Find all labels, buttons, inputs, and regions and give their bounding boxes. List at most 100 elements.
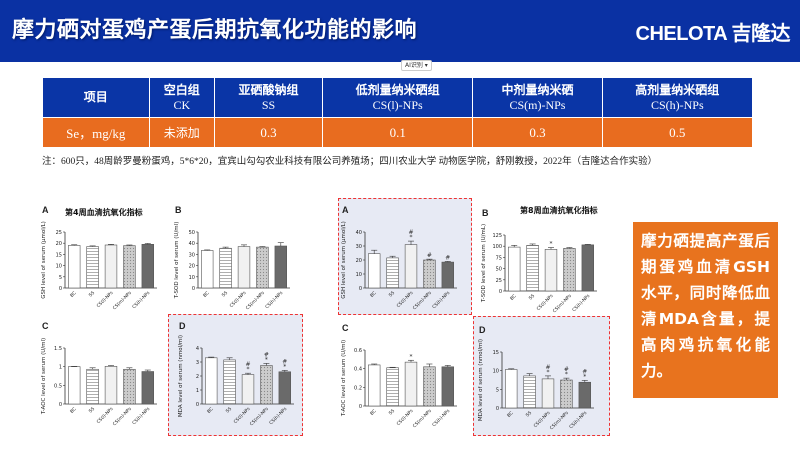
ai-recognize-button[interactable]: AI识别 ▾ xyxy=(401,60,432,71)
y-tick-label: 0 xyxy=(359,286,362,292)
table-cell: 0.3 xyxy=(472,117,603,148)
panel-label: B xyxy=(175,205,182,215)
panel-label: D xyxy=(179,321,186,331)
y-tick-label: 2 xyxy=(196,374,199,380)
significance-mark: # xyxy=(445,254,450,261)
panel-label: A xyxy=(342,205,349,215)
category-label: CS(m)-NPs xyxy=(412,290,434,312)
category-label: BC xyxy=(69,406,78,415)
table-cell: 0.5 xyxy=(601,117,754,148)
bar xyxy=(386,367,399,407)
y-tick-label: 10 xyxy=(56,264,62,270)
bar xyxy=(544,249,558,292)
highlight-box xyxy=(473,316,610,436)
y-tick-label: 20 xyxy=(56,241,62,247)
footnote: 注：600只，48周龄罗曼粉蛋鸡，5*6*20，宜宾山勾勾农业科技有限公司养殖场… xyxy=(42,157,658,167)
category-label: CS(h)-NPs xyxy=(571,293,591,313)
category-label: CS(h)-NPs xyxy=(431,290,451,310)
panel-label: A xyxy=(42,205,49,215)
y-tick-label: 0 xyxy=(196,402,199,408)
significance-mark: * xyxy=(410,234,413,241)
y-tick-label: 0 xyxy=(192,286,195,292)
bar xyxy=(541,378,555,409)
y-tick-label: 20 xyxy=(356,258,362,264)
chart-C4: C 0 0.5 1 1.5 T-AOC level of serum (U/ml) BC SS… xyxy=(30,318,162,436)
category-label: BC xyxy=(69,290,78,299)
panel-label: C xyxy=(42,321,49,331)
y-tick-label: 50 xyxy=(496,267,502,273)
y-tick-label: 100 xyxy=(492,244,502,250)
category-label: CS(h)-NPs xyxy=(268,406,288,426)
chart-A8: A 0 10 20 30 40 GSH level of serum (μmol/L) BC S… xyxy=(330,202,462,320)
bar xyxy=(508,246,521,292)
y-tick-label: 0.4 xyxy=(354,367,362,373)
y-tick-label: 0 xyxy=(59,402,62,408)
chart-B4: B 0 10 20 30 40 50 T-SOD level of serum (U/ml) B… xyxy=(163,202,295,320)
y-tick-label: 30 xyxy=(356,244,362,250)
category-label: CS(m)-NPs xyxy=(549,410,571,432)
category-label: CS(h)-NPs xyxy=(131,290,151,310)
significance-mark: * xyxy=(550,241,553,248)
y-tick-label: 1.5 xyxy=(54,346,62,352)
bar xyxy=(581,244,594,292)
y-tick-label: 20 xyxy=(189,264,195,270)
significance-mark: # xyxy=(582,368,587,375)
y-tick-label: 0.6 xyxy=(354,348,362,354)
bar xyxy=(241,374,255,405)
bar xyxy=(260,365,273,405)
conclusion-box: 摩力硒提高产蛋后期蛋鸡血清GSH水平，同时降低血清MDA含量，提高肉鸡抗氧化能力… xyxy=(633,222,778,398)
category-label: SS xyxy=(388,408,396,416)
y-tick-label: 25 xyxy=(496,278,502,284)
y-tick-label: 75 xyxy=(496,255,502,261)
selenium-dosage-table: 项目 空白组 CK 亚硒酸钠组 SS 低剂量纳米硒组 CS(l)-NPs 中剂量纳米硒… xyxy=(42,77,754,148)
bar xyxy=(205,357,218,405)
significance-mark: # xyxy=(427,252,432,259)
y-tick-label: 3 xyxy=(196,360,199,366)
category-label: CS(l)-NPs xyxy=(536,293,555,312)
brand-logo: CHELOTA 吉隆达 xyxy=(635,23,791,45)
category-label: SS xyxy=(388,290,396,298)
y-tick-label: 1 xyxy=(196,388,199,394)
y-tick-label: 15 xyxy=(56,252,62,258)
bar xyxy=(523,375,536,409)
bar xyxy=(274,245,287,289)
table-cell: 0.3 xyxy=(214,117,323,148)
y-tick-label: 10 xyxy=(356,272,362,278)
significance-mark: # xyxy=(545,364,550,371)
category-label: CS(h)-NPs xyxy=(431,408,451,428)
header-cell: 空白组 CK xyxy=(148,77,216,118)
bar xyxy=(526,245,539,292)
y-tick-label: 5 xyxy=(59,275,62,281)
table-cell: Se，mg/kg xyxy=(42,117,150,148)
y-tick-label: 4 xyxy=(196,346,199,352)
category-label: CS(m)-NPs xyxy=(412,408,434,430)
category-label: CS(l)-NPs xyxy=(396,290,415,309)
bar xyxy=(104,365,118,405)
category-label: SS xyxy=(528,293,536,301)
y-tick-label: 0 xyxy=(359,404,362,410)
bar xyxy=(386,257,399,289)
category-label: SS xyxy=(525,410,533,418)
bar xyxy=(563,248,576,292)
header-cell: 项目 xyxy=(42,77,150,118)
category-label: BC xyxy=(369,408,378,417)
y-tick-label: 0 xyxy=(59,286,62,292)
significance-mark: # xyxy=(564,366,569,373)
y-axis-label: GSH level of serum (μmol/L) xyxy=(341,221,347,299)
table-cell: 未添加 xyxy=(148,117,216,148)
category-label: CS(l)-NPs xyxy=(233,406,252,425)
y-tick-label: 50 xyxy=(189,230,195,236)
bar xyxy=(141,244,154,289)
category-label: SS xyxy=(221,290,229,298)
category-label: CS(h)-NPs xyxy=(264,290,284,310)
slide-title: 摩力硒对蛋鸡产蛋后期抗氧化功能的影响 xyxy=(12,18,418,43)
category-label: CS(l)-NPs xyxy=(229,290,248,309)
panel-label: C xyxy=(342,323,349,333)
bar xyxy=(256,246,269,289)
bar xyxy=(441,366,454,407)
bar xyxy=(560,379,573,409)
category-label: CS(h)-NPs xyxy=(568,410,588,430)
header-bar: 摩力硒对蛋鸡产蛋后期抗氧化功能的影响 CHELOTA 吉隆达 xyxy=(0,0,800,62)
category-label: BC xyxy=(206,406,215,415)
bar xyxy=(68,245,81,289)
